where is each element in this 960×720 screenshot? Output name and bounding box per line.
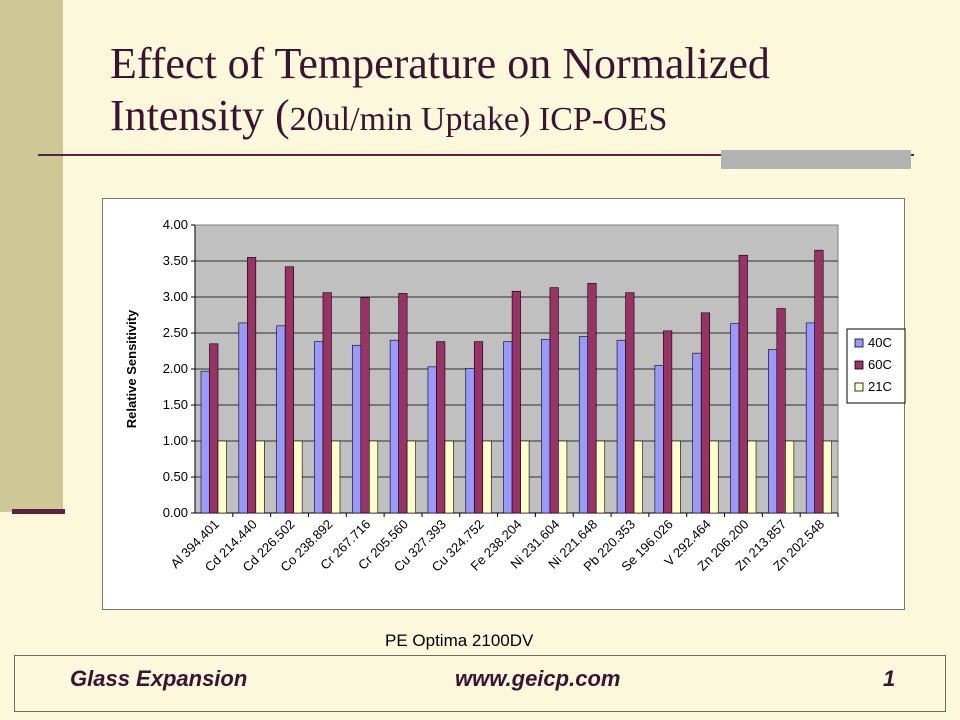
bar-60C xyxy=(322,292,332,514)
bar-21C xyxy=(368,440,379,514)
bar-40C xyxy=(692,352,702,514)
bar-21C xyxy=(785,440,795,514)
bar-60C xyxy=(738,254,748,514)
bar-40C xyxy=(200,370,210,514)
legend-swatch-60C xyxy=(854,360,864,370)
bar-21C xyxy=(406,440,416,514)
y-tick-label: 0.00 xyxy=(163,505,188,520)
bar-60C xyxy=(398,293,408,514)
legend-swatch-40C xyxy=(854,338,864,348)
footer-company: Glass Expansion xyxy=(70,666,248,691)
bar-40C xyxy=(314,341,324,514)
bar-60C xyxy=(284,266,294,514)
bar-60C xyxy=(776,308,786,514)
footer-website: www.geicp.com xyxy=(455,666,621,691)
bar-40C xyxy=(578,336,589,514)
y-tick-label: 1.50 xyxy=(163,397,188,412)
bar-21C xyxy=(520,440,530,514)
y-tick-label: 0.50 xyxy=(163,469,188,484)
y-axis-title: Relative Sensitivity xyxy=(124,309,139,428)
bar-21C xyxy=(633,440,643,514)
bar-60C xyxy=(663,330,673,514)
legend-label: 21C xyxy=(868,379,892,394)
left-accent-bar-base xyxy=(12,509,65,514)
bar-60C xyxy=(700,312,711,514)
title-accent-block xyxy=(721,150,911,169)
bar-40C xyxy=(616,339,626,514)
bar-40C xyxy=(427,366,437,514)
y-tick-label: 2.00 xyxy=(163,361,188,376)
y-tick-label: 1.00 xyxy=(163,433,188,448)
bar-21C xyxy=(482,440,492,514)
chart-caption: PE Optima 2100DV xyxy=(385,631,534,650)
bar-60C xyxy=(511,290,521,514)
bar-21C xyxy=(709,440,719,514)
bar-60C xyxy=(247,257,257,514)
bar-21C xyxy=(444,440,454,514)
bar-60C xyxy=(587,283,597,514)
legend-swatch-21C xyxy=(854,382,864,392)
bar-21C xyxy=(822,440,832,514)
bar-21C xyxy=(558,440,568,514)
bar-40C xyxy=(768,349,778,514)
slide-title: Effect of Temperature on Normalized Inte… xyxy=(110,38,930,146)
bar-21C xyxy=(255,440,265,514)
footer-page-number: 1 xyxy=(883,666,896,691)
bar-21C xyxy=(293,440,303,514)
chart-frame: 0.00 0.50 1.00 1.50 2.00 2.50 3.00 3.50 4.00 Rela… xyxy=(102,198,906,610)
title-underline xyxy=(38,154,914,156)
bar-21C xyxy=(595,440,606,514)
legend-label: 60C xyxy=(868,357,892,372)
bar-21C xyxy=(747,440,757,514)
y-tick-label: 2.50 xyxy=(163,325,188,340)
title-main: Effect of Temperature on Normalized Inte… xyxy=(110,39,770,140)
bar-21C xyxy=(671,440,681,514)
bar-60C xyxy=(360,297,370,514)
footer-bar: Glass Expansion www.geicp.com 1 xyxy=(14,655,946,712)
bar-40C xyxy=(351,344,362,514)
bar-40C xyxy=(503,341,513,514)
bar-40C xyxy=(276,325,286,514)
bar-40C xyxy=(730,323,740,514)
bar-60C xyxy=(473,341,484,514)
bar-21C xyxy=(217,440,227,514)
bar-40C xyxy=(654,365,664,514)
title-small: 20ul/min Uptake) ICP-OES xyxy=(289,101,668,138)
bar-60C xyxy=(436,341,446,514)
bar-40C xyxy=(465,367,475,514)
y-tick-label: 3.00 xyxy=(163,289,188,304)
bar-40C xyxy=(389,339,399,514)
bar-60C xyxy=(814,249,824,514)
left-accent-bar xyxy=(0,0,63,512)
bar-40C xyxy=(238,322,248,514)
y-tick-label: 4.00 xyxy=(163,217,188,232)
bar-60C xyxy=(209,343,219,514)
y-tick-label: 3.50 xyxy=(163,253,188,268)
bar-40C xyxy=(805,322,815,514)
bar-chart: 0.00 0.50 1.00 1.50 2.00 2.50 3.00 3.50 4.00 Rela… xyxy=(124,217,906,575)
bar-60C xyxy=(549,287,559,514)
bar-21C xyxy=(331,440,341,514)
legend-label: 40C xyxy=(868,335,892,350)
bar-40C xyxy=(541,339,551,514)
bar-60C xyxy=(625,292,635,514)
